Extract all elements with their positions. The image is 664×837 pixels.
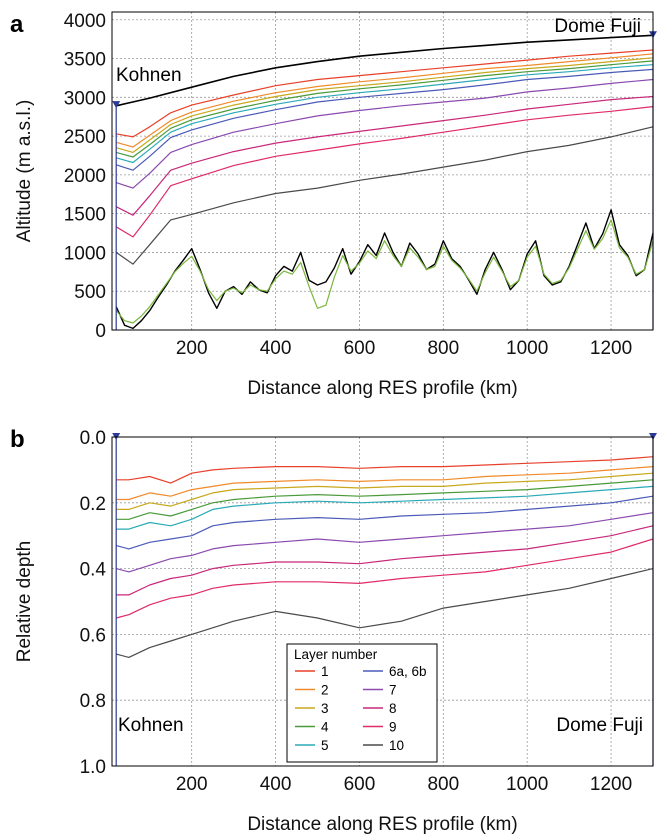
legend-label-9: 9	[389, 720, 397, 735]
b-y-tick-0-2: 0.2	[80, 494, 106, 515]
b-y-tick-0-4: 0.4	[80, 560, 107, 581]
b-x-tick-800: 800	[427, 774, 459, 795]
panel-a-x-ticks: 200 400 600 800 1000 1200	[176, 338, 632, 359]
legend-entries: 1 2 3 4 5 6a, 6b 7 8 9 10	[295, 664, 427, 753]
legend-label-7: 7	[389, 683, 397, 698]
panel-a-y-axis-title: Altitude (m a.s.l.)	[14, 100, 35, 243]
legend-box	[286, 643, 438, 763]
a-x-tick-400: 400	[260, 338, 292, 359]
panel-a-kohnen-label: Kohnen	[116, 65, 182, 86]
panel-letter-b: b	[10, 426, 25, 453]
a-y-tick-0: 0	[95, 321, 106, 342]
panel-b-x-ticks: 200 400 600 800 1000 1200	[176, 774, 632, 795]
a-x-tick-200: 200	[176, 338, 208, 359]
b-y-tick-0-8: 0.8	[80, 691, 106, 712]
panel-b: b 200 400 600 800 1000 1200 0.0 0.2 0.4 0.6 0.8 1.…	[10, 426, 657, 835]
legend-label-6a-6b: 6a, 6b	[389, 664, 427, 679]
b-series-9	[116, 538, 654, 619]
b-x-tick-600: 600	[344, 774, 376, 795]
a-series-layer	[116, 68, 654, 171]
panel-b-kohnen-label: Kohnen	[118, 715, 184, 736]
a-site-marker-kohnen	[112, 101, 121, 109]
b-series-7	[116, 512, 654, 573]
a-series-layer	[116, 53, 654, 148]
panel-letter-a: a	[10, 11, 24, 38]
b-x-tick-1000: 1000	[506, 774, 548, 795]
a-series-bed	[115, 209, 654, 330]
b-x-tick-200: 200	[176, 774, 208, 795]
a-series-surface	[116, 34, 654, 107]
panel-b-frame	[111, 436, 654, 767]
panel-b-grid	[112, 436, 653, 767]
legend-label-2: 2	[321, 683, 329, 698]
a-series-layer	[115, 95, 654, 216]
b-y-tick-1: 1.0	[80, 757, 106, 778]
panel-b-dome-fuji-label: Dome Fuji	[556, 715, 643, 736]
b-series-3	[116, 472, 654, 510]
panel-b-y-ticks: 0.0 0.2 0.4 0.6 0.8 1.0	[80, 428, 107, 778]
b-series-8	[116, 525, 654, 596]
panel-a-x-axis-title: Distance along RES profile (km)	[247, 378, 517, 399]
a-y-tick-500: 500	[74, 282, 106, 303]
a-y-tick-3500: 3500	[64, 50, 106, 71]
panel-b-x-axis-title: Distance along RES profile (km)	[247, 814, 517, 835]
a-y-tick-2500: 2500	[64, 127, 106, 148]
panel-a: a 200 400 600 800 1000 1200 0 500 1000 1500 2000 2…	[10, 11, 657, 399]
a-y-tick-2000: 2000	[64, 166, 106, 187]
b-series-2	[116, 466, 654, 501]
b-y-tick-0: 0.0	[80, 428, 106, 449]
panel-a-frame	[111, 11, 654, 331]
a-y-tick-1500: 1500	[64, 205, 106, 226]
b-series-5	[116, 485, 654, 530]
a-y-tick-4000: 4000	[64, 11, 106, 32]
legend-label-1: 1	[321, 664, 329, 679]
a-series-layer	[116, 64, 654, 164]
legend-title: Layer number	[294, 647, 378, 662]
panel-b-y-axis-title: Relative depth	[14, 541, 35, 662]
panel-a-dome-fuji-label: Dome Fuji	[554, 16, 641, 37]
a-series-layer	[116, 60, 654, 158]
a-series-layer	[116, 78, 654, 189]
a-series-bed-smoothed	[115, 219, 654, 324]
a-x-tick-1200: 1200	[590, 338, 632, 359]
b-series-6a-6b	[116, 495, 654, 550]
a-series-layer	[115, 106, 654, 238]
b-series-10	[116, 568, 654, 659]
a-y-tick-1000: 1000	[64, 243, 106, 264]
b-x-tick-400: 400	[260, 774, 292, 795]
legend: Layer number 1 2 3 4 5 6a, 6b 7 8 9 10	[286, 643, 438, 763]
panel-a-grid	[112, 12, 653, 331]
legend-label-4: 4	[321, 720, 329, 735]
a-x-tick-600: 600	[344, 338, 376, 359]
a-series-layer	[116, 57, 654, 153]
panel-b-lines	[116, 456, 654, 659]
b-x-tick-1200: 1200	[590, 774, 632, 795]
b-series-4	[116, 479, 654, 520]
b-y-tick-0-6: 0.6	[80, 625, 106, 646]
a-series-layer	[115, 126, 654, 265]
a-x-tick-1000: 1000	[506, 338, 548, 359]
legend-label-10: 10	[389, 738, 404, 753]
legend-label-8: 8	[389, 701, 397, 716]
a-y-tick-3000: 3000	[64, 88, 106, 109]
a-x-tick-800: 800	[427, 338, 459, 359]
a-series-layer	[116, 49, 654, 138]
legend-label-3: 3	[321, 701, 329, 716]
panel-a-lines	[115, 34, 654, 330]
panel-a-y-ticks: 0 500 1000 1500 2000 2500 3000 3500 4000	[64, 11, 106, 342]
legend-label-5: 5	[321, 738, 329, 753]
b-series-1	[116, 456, 654, 484]
